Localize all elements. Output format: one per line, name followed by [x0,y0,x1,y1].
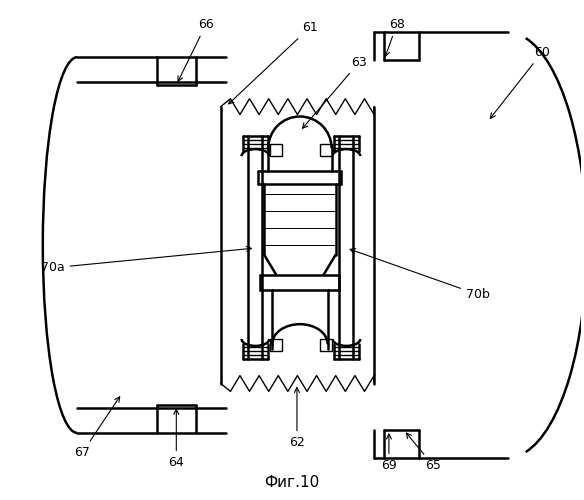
Text: 70b: 70b [350,248,490,301]
Polygon shape [319,339,332,351]
Text: 70a: 70a [41,246,252,274]
Text: 68: 68 [385,18,405,57]
Text: 65: 65 [406,433,442,472]
Text: 62: 62 [289,388,305,450]
Text: 69: 69 [381,434,397,472]
Text: 66: 66 [178,18,214,81]
Polygon shape [270,339,282,351]
Text: 60: 60 [491,46,550,118]
Polygon shape [270,144,282,156]
Text: 61: 61 [229,21,318,104]
Text: 64: 64 [168,410,184,469]
Polygon shape [319,144,332,156]
Text: 63: 63 [303,56,367,128]
Text: 67: 67 [74,396,120,459]
Text: Фиг.10: Фиг.10 [265,475,319,490]
